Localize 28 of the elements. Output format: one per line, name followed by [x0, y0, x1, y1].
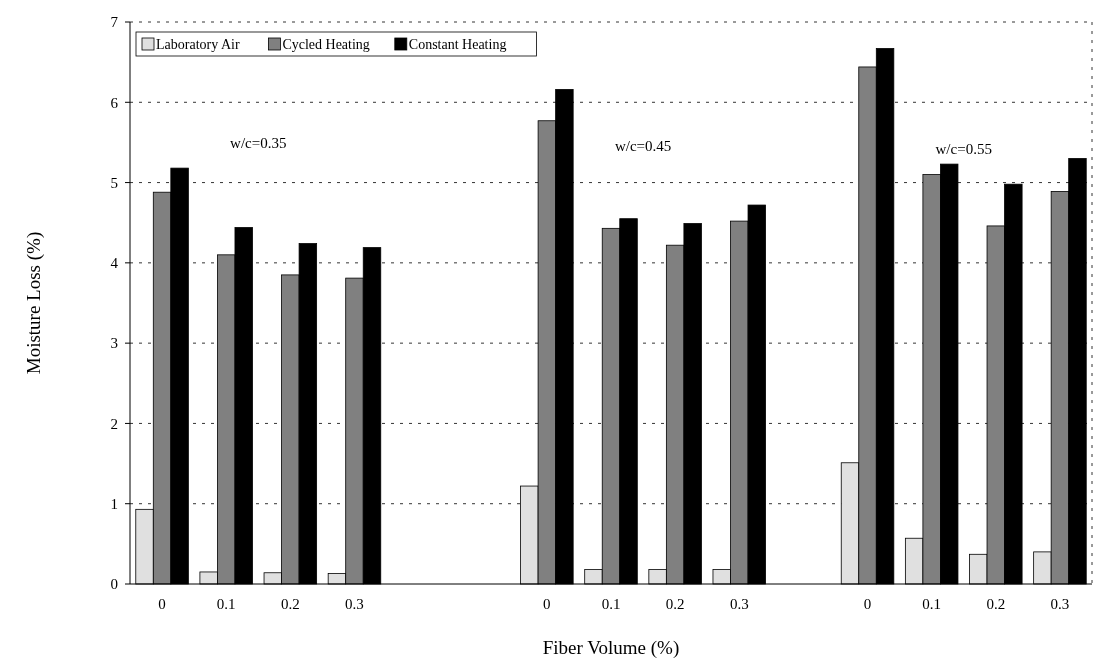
y-tick-label: 1 — [110, 495, 118, 512]
annotation: w/c=0.45 — [614, 138, 672, 154]
x-tick-label: 0.2 — [280, 596, 300, 612]
x-tick-label: 0.3 — [345, 596, 364, 612]
y-tick-label: 7 — [110, 14, 119, 31]
y-axis-title: Moisture Loss (%) — [23, 231, 45, 375]
x-axis-title: Fiber Volume (%) — [542, 637, 680, 659]
x-tick-label: 0.1 — [601, 596, 621, 612]
x-tick-label: 0 — [543, 596, 551, 612]
x-tick-label: 0.3 — [729, 596, 749, 612]
x-tick-label: 0.2 — [986, 596, 1006, 612]
y-tick-label: 4 — [110, 255, 119, 272]
x-tick-label: 0.1 — [922, 596, 942, 612]
y-tick-label: 5 — [110, 174, 118, 191]
x-tick-label: 0 — [158, 596, 166, 612]
y-tick-label: 3 — [110, 335, 118, 352]
annotation: w/c=0.55 — [935, 141, 992, 157]
y-tick-label: 0 — [110, 576, 118, 593]
x-tick-label: 0 — [863, 596, 872, 612]
legend-label: Laboratory Air — [156, 37, 240, 52]
legend-label: Constant Heating — [408, 37, 507, 52]
x-tick-label: 0.2 — [665, 596, 685, 612]
y-tick-label: 6 — [110, 94, 119, 111]
x-tick-label: 0.3 — [1050, 596, 1070, 612]
x-tick-label: 0.1 — [216, 596, 236, 612]
legend-label: Cycled Heating — [282, 37, 370, 52]
annotation: w/c=0.35 — [230, 135, 287, 151]
y-tick-label: 2 — [110, 415, 118, 432]
